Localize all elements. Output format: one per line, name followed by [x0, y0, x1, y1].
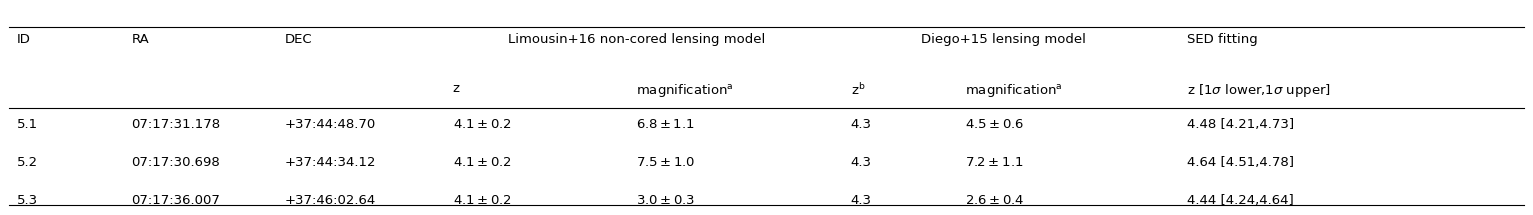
Text: $3.0\pm0.3$: $3.0\pm0.3$	[636, 194, 696, 207]
Text: ID: ID	[17, 33, 31, 46]
Text: 5.3: 5.3	[17, 194, 38, 207]
Text: magnification$^\mathrm{a}$: magnification$^\mathrm{a}$	[636, 82, 734, 99]
Text: +37:44:48.70: +37:44:48.70	[285, 118, 376, 131]
Text: z [1$\sigma$ lower,1$\sigma$ upper]: z [1$\sigma$ lower,1$\sigma$ upper]	[1188, 82, 1331, 99]
Text: DEC: DEC	[285, 33, 313, 46]
Text: SED fitting: SED fitting	[1188, 33, 1259, 46]
Text: magnification$^\mathrm{a}$: magnification$^\mathrm{a}$	[966, 82, 1062, 99]
Text: RA: RA	[132, 33, 149, 46]
Text: 07:17:31.178: 07:17:31.178	[132, 118, 221, 131]
Text: 4.3: 4.3	[851, 194, 872, 207]
Text: $4.5\pm0.6$: $4.5\pm0.6$	[966, 118, 1026, 131]
Text: Diego+15 lensing model: Diego+15 lensing model	[921, 33, 1085, 46]
Text: $2.6\pm0.4$: $2.6\pm0.4$	[966, 194, 1026, 207]
Text: $7.2\pm1.1$: $7.2\pm1.1$	[966, 156, 1024, 169]
Text: 5.1: 5.1	[17, 118, 38, 131]
Text: 5.2: 5.2	[17, 156, 38, 169]
Text: 4.64 [4.51,4.78]: 4.64 [4.51,4.78]	[1188, 156, 1294, 169]
Text: 4.48 [4.21,4.73]: 4.48 [4.21,4.73]	[1188, 118, 1294, 131]
Text: $4.1\pm0.2$: $4.1\pm0.2$	[452, 194, 510, 207]
Text: Limousin+16 non-cored lensing model: Limousin+16 non-cored lensing model	[507, 33, 765, 46]
Text: z$^\mathrm{b}$: z$^\mathrm{b}$	[851, 82, 865, 98]
Text: $4.1\pm0.2$: $4.1\pm0.2$	[452, 156, 510, 169]
Text: 4.3: 4.3	[851, 156, 872, 169]
Text: $4.1\pm0.2$: $4.1\pm0.2$	[452, 118, 510, 131]
Text: z: z	[452, 82, 460, 95]
Text: $7.5\pm1.0$: $7.5\pm1.0$	[636, 156, 696, 169]
Text: 07:17:36.007: 07:17:36.007	[132, 194, 221, 207]
Text: 4.3: 4.3	[851, 118, 872, 131]
Text: 4.44 [4.24,4.64]: 4.44 [4.24,4.64]	[1188, 194, 1294, 207]
Text: +37:46:02.64: +37:46:02.64	[285, 194, 376, 207]
Text: $6.8\pm1.1$: $6.8\pm1.1$	[636, 118, 696, 131]
Text: 07:17:30.698: 07:17:30.698	[132, 156, 221, 169]
Text: +37:44:34.12: +37:44:34.12	[285, 156, 376, 169]
